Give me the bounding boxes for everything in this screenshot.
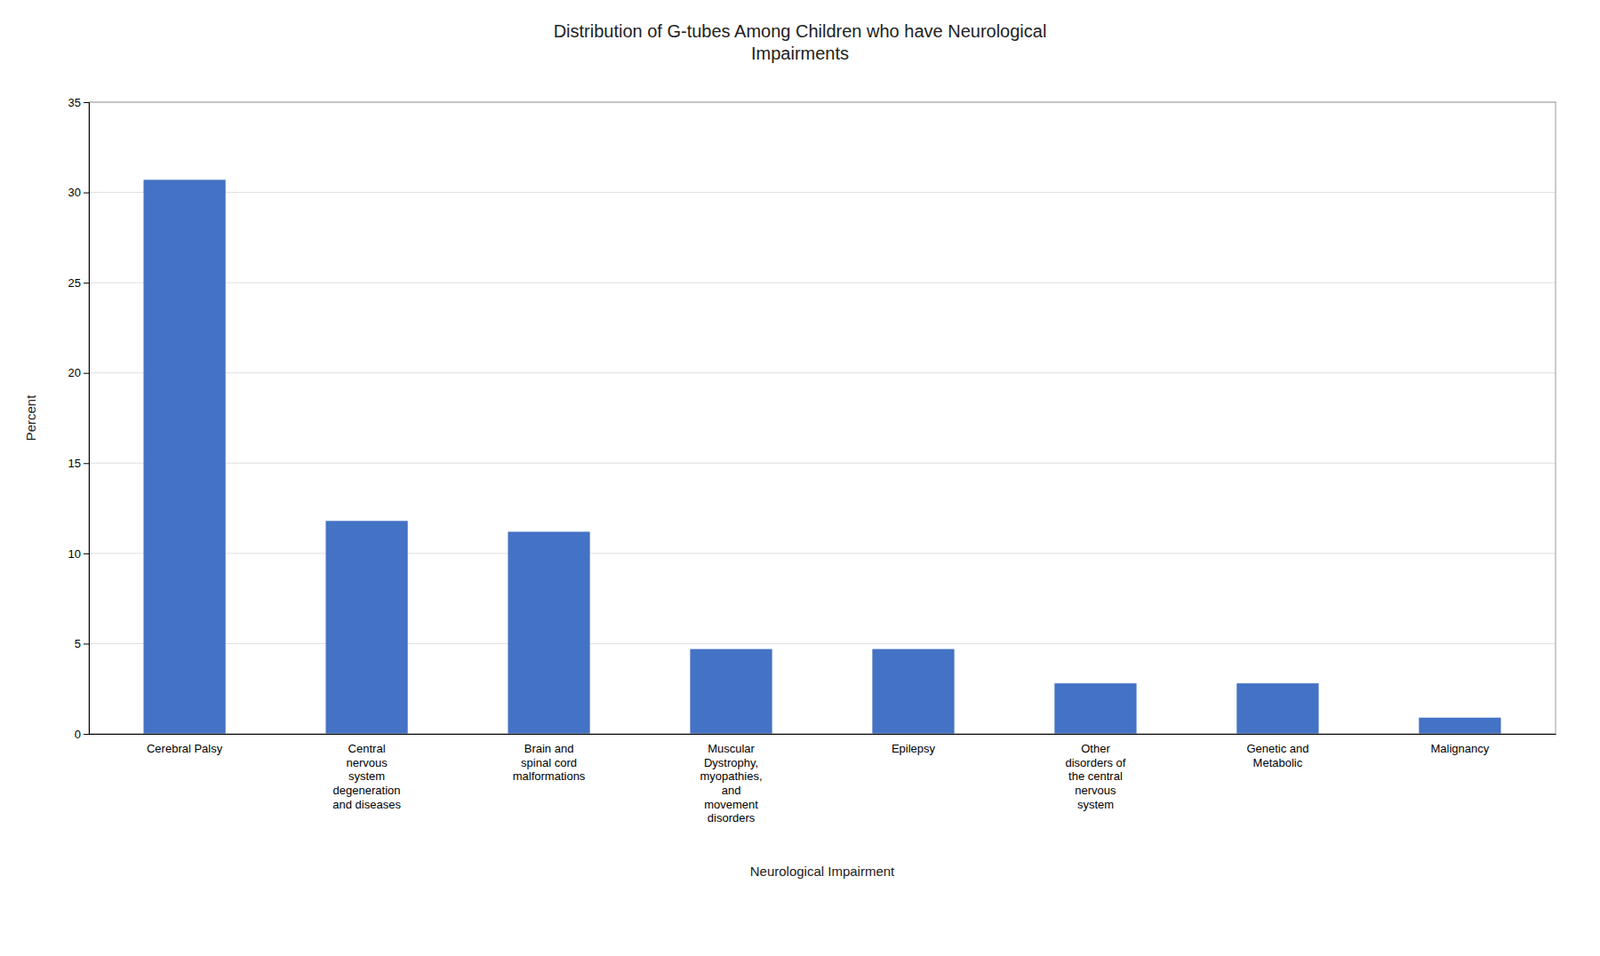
grid-line (88, 552, 1556, 554)
tick: 10 (68, 547, 89, 561)
tick-label: Cerebral Palsy (146, 742, 224, 756)
tick: 15 (68, 456, 89, 471)
tick: 20 (68, 366, 89, 380)
bars (143, 179, 1501, 735)
y-axis: 0 5 10 15 20 25 30 35 (68, 96, 90, 742)
bar (143, 179, 225, 735)
tick: Centralnervoussystemdegenerationand dise… (332, 742, 401, 811)
bar (325, 520, 408, 735)
tick-label: 5 (74, 637, 81, 651)
tick-label: 20 (68, 366, 81, 380)
grid-line (88, 463, 1556, 464)
text-line: Cerebral Palsy (146, 742, 224, 756)
text-line: degeneration (333, 784, 401, 798)
text-line: Genetic and (1246, 742, 1309, 756)
x-axis: Cerebral PalsyCentralnervoussystemdegene… (89, 735, 1557, 826)
tick-mark (83, 192, 89, 194)
tick-mark (83, 463, 89, 464)
grid-line (88, 282, 1556, 284)
text-line: movement (704, 798, 759, 812)
text-line: system (348, 769, 385, 784)
tick: 5 (74, 637, 89, 651)
bar (872, 649, 954, 735)
bar (1236, 683, 1319, 735)
text-line: system (1077, 798, 1114, 812)
tick-mark (83, 734, 89, 736)
text-line: spinal cord (520, 756, 577, 770)
bar (507, 531, 590, 735)
tick: Cerebral Palsy (146, 742, 224, 756)
text-line: Metabolic (1253, 756, 1304, 770)
tick-label: 0 (74, 728, 81, 742)
tick-label: 25 (68, 276, 81, 290)
tick: 0 (74, 728, 89, 742)
tick: 30 (68, 185, 89, 200)
tick: 25 (68, 276, 89, 290)
bar (1418, 718, 1501, 735)
bar (1054, 683, 1136, 735)
text-line: disorders of (1064, 756, 1126, 770)
plot-frame (88, 102, 1556, 735)
tick-mark (83, 102, 89, 104)
tick: Brain andspinal cordmalformations (512, 742, 586, 784)
tick-label: Epilepsy (891, 742, 936, 756)
tick-label: MuscularDystrophy,myopathies,andmovement… (699, 742, 762, 825)
tick-label: Brain andspinal cordmalformations (512, 742, 586, 784)
grid (88, 102, 1556, 735)
text-line: Impairments (751, 43, 849, 64)
tick-label: 30 (68, 185, 81, 200)
grid-line (88, 372, 1556, 374)
tick-label: Otherdisorders ofthe centralnervoussyste… (1064, 742, 1126, 811)
tick-label: Genetic andMetabolic (1246, 742, 1309, 770)
text-line: and (721, 784, 742, 798)
tick: Otherdisorders ofthe centralnervoussyste… (1064, 742, 1126, 811)
y-axis-label: Percent (23, 394, 39, 442)
text-line: malformations (512, 769, 586, 784)
text-line: myopathies, (699, 769, 762, 784)
text-line: Muscular (707, 742, 755, 756)
tick-label: 15 (68, 456, 81, 471)
tick-label: Malignancy (1431, 742, 1490, 756)
text-line: Malignancy (1431, 742, 1490, 756)
text-line: Central (348, 742, 386, 756)
tick-mark (83, 553, 89, 555)
tick-mark (83, 643, 89, 645)
tick-label: Centralnervoussystemdegenerationand dise… (332, 742, 401, 811)
tick-label: 35 (68, 96, 81, 110)
tick: Epilepsy (891, 742, 936, 756)
tick-label: 10 (68, 547, 81, 561)
text-line: Epilepsy (891, 742, 936, 756)
text-line: disorders (707, 811, 756, 825)
title: Distribution of G-tubes Among Children w… (553, 21, 1048, 64)
grid-line (88, 192, 1556, 193)
tick-mark (83, 373, 89, 375)
tick: Malignancy (1431, 742, 1490, 756)
text-line: nervous (1074, 784, 1117, 798)
tick: Genetic andMetabolic (1246, 742, 1309, 770)
text-line: Distribution of G-tubes Among Children w… (553, 21, 1048, 41)
grid-line (88, 643, 1556, 645)
text-line: and diseases (332, 798, 401, 812)
text-line: the central (1068, 769, 1123, 784)
chart: Distribution of G-tubes Among Children w… (0, 0, 1600, 956)
tick: MuscularDystrophy,myopathies,andmovement… (699, 742, 762, 825)
bar (689, 649, 772, 735)
text-line: nervous (345, 756, 388, 770)
axis-domain (89, 734, 1557, 736)
text-line: Brain and (524, 742, 575, 756)
text-line: Dystrophy, (704, 756, 759, 770)
text-line: Other (1080, 742, 1111, 756)
x-axis-label: Neurological Impairment (750, 864, 896, 880)
axis-domain (83, 103, 90, 736)
tick: 35 (68, 96, 89, 110)
tick-mark (83, 282, 89, 284)
